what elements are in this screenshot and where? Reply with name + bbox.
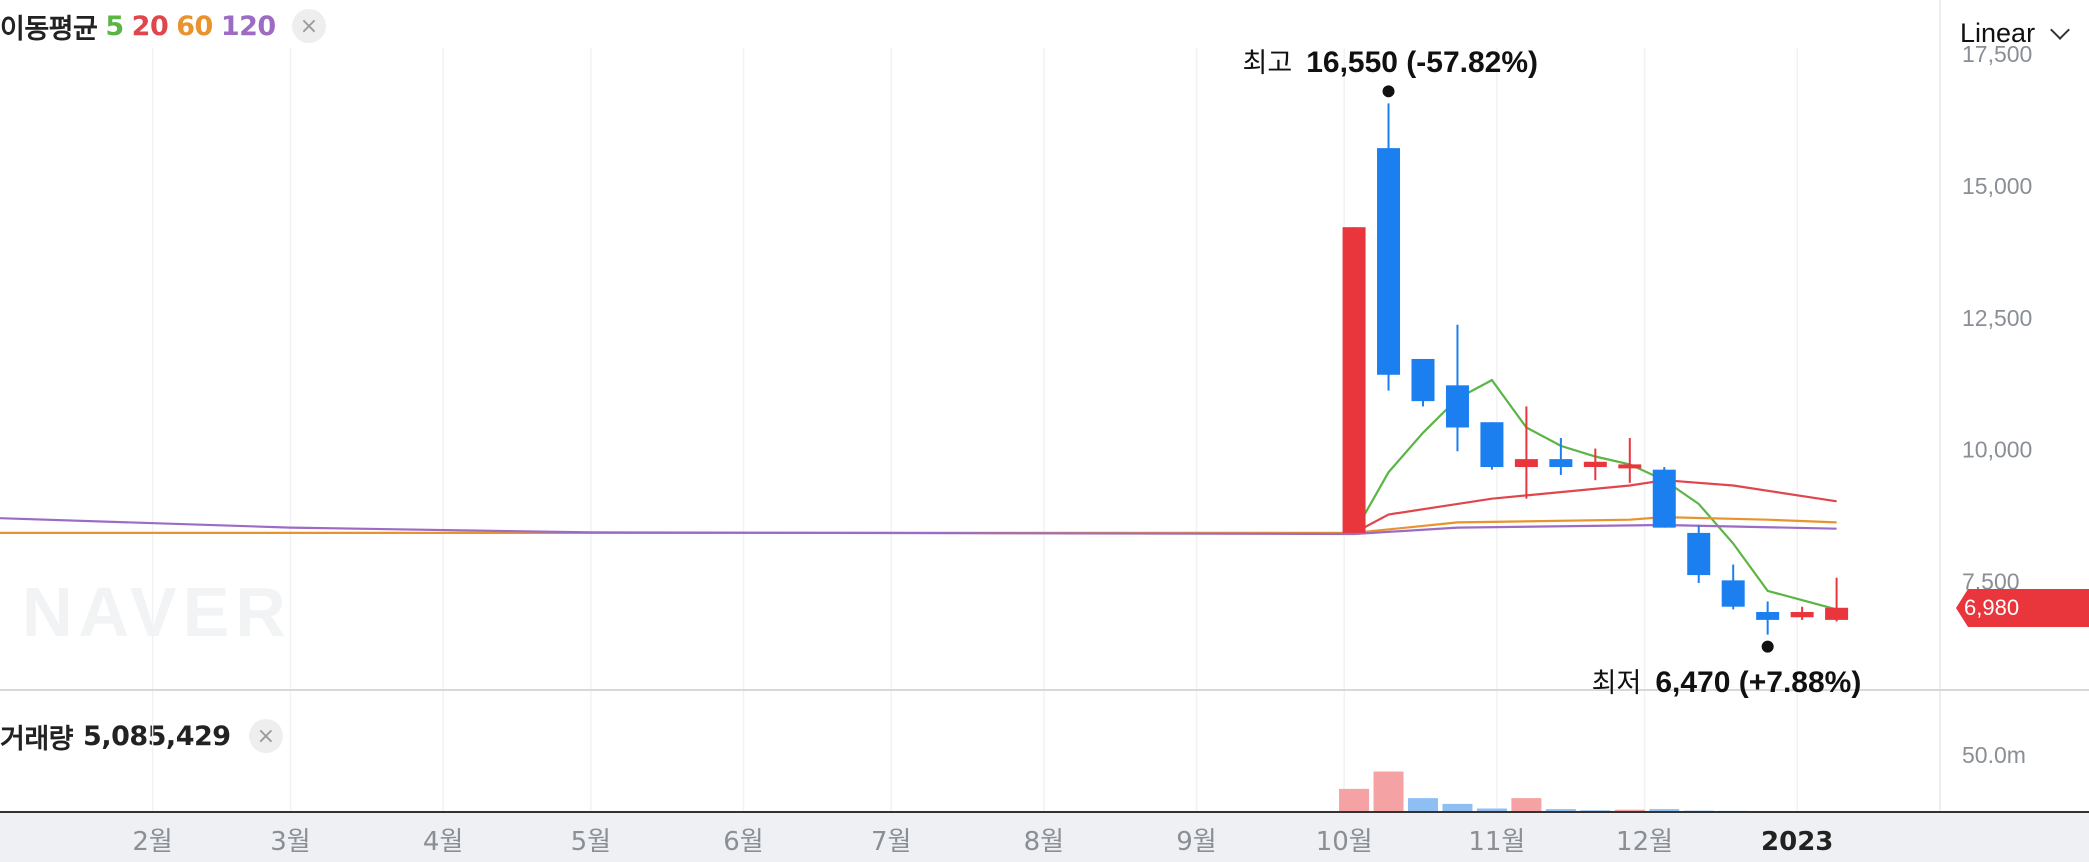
naver-watermark: NAVER — [22, 573, 292, 651]
x-tick-label: 2023 — [1761, 827, 1833, 857]
grid-lines — [151, 48, 1798, 812]
high-low-markers — [1382, 85, 1774, 653]
y-tick-label: 17,500 — [1962, 41, 2032, 67]
x-tick-label: 2월 — [132, 827, 172, 857]
x-tick-label: 3월 — [270, 827, 310, 857]
volume-bars — [1339, 771, 1852, 812]
volume-tick-label: 50.0m — [1962, 742, 2026, 768]
ma-5-label[interactable]: 5 — [105, 10, 124, 42]
candle-body — [1514, 459, 1538, 468]
high-marker-dot — [1382, 85, 1395, 98]
volume-bar — [1545, 809, 1576, 812]
candles — [1342, 103, 1849, 635]
ma-120-label[interactable]: 120 — [220, 10, 276, 42]
y-tick-label: 15,000 — [1962, 173, 2032, 199]
x-tick-label: 5월 — [571, 827, 611, 857]
candle-body — [1377, 148, 1401, 375]
candle-body — [1721, 580, 1745, 607]
low-label: 최저 — [1591, 667, 1642, 699]
candle-body — [1480, 422, 1504, 468]
x-tick-label: 10월 — [1316, 827, 1373, 857]
candle-body — [1583, 461, 1607, 468]
moving-average-legend: 이동평균 5 20 60 120 × — [0, 6, 326, 46]
ma-line-20 — [1353, 479, 1837, 534]
candle-body — [1652, 469, 1676, 528]
ma-20-label[interactable]: 20 — [131, 10, 169, 42]
volume-bar — [1476, 808, 1507, 812]
volume-bar — [1511, 798, 1542, 812]
volume-bar — [1407, 798, 1438, 812]
ma-60-label[interactable]: 60 — [176, 10, 213, 42]
candle-body — [1825, 607, 1849, 620]
low-marker-dot — [1761, 640, 1774, 653]
x-tick-label: 11월 — [1468, 827, 1525, 857]
current-price-value: 6,980 — [1964, 594, 2020, 620]
x-tick-label: 6월 — [723, 827, 763, 857]
moving-average-lines — [0, 378, 1837, 611]
y-tick-label: 12,500 — [1962, 305, 2032, 331]
low-value: 6,470 (+7.88%) — [1655, 665, 1862, 699]
ma-line-5 — [1353, 378, 1837, 611]
volume-legend: 거래량 5,085,429 × — [0, 716, 283, 756]
volume-value: 5,085,429 — [83, 720, 231, 752]
candle-body — [1756, 611, 1780, 620]
scale-label: Linear — [1960, 18, 2036, 48]
high-annotation: 최고 16,550 (-57.82%) — [1243, 41, 1539, 80]
x-tick-label: 12월 — [1616, 827, 1673, 857]
candle-body — [1618, 464, 1642, 469]
volume-bar — [1442, 803, 1473, 812]
x-tick-label: 8월 — [1024, 827, 1064, 857]
time-axis-background — [0, 812, 2089, 862]
candle-body — [1549, 459, 1573, 468]
close-moving-average-icon[interactable]: × — [291, 9, 326, 43]
volume-bar — [1339, 788, 1370, 812]
moving-average-title: 이동평균 — [0, 13, 98, 45]
candle-body — [1687, 532, 1711, 576]
ma-line-60 — [0, 515, 1837, 535]
x-tick-label: 4월 — [423, 827, 463, 857]
volume-bar — [1373, 771, 1404, 812]
candle-body — [1411, 358, 1435, 402]
y-tick-label: 10,000 — [1962, 437, 2032, 463]
volume-bar — [1614, 809, 1645, 812]
volume-bar — [1649, 809, 1680, 812]
x-tick-label: 7월 — [871, 827, 911, 857]
x-tick-label: 9월 — [1176, 827, 1216, 857]
close-volume-icon[interactable]: × — [248, 719, 283, 753]
candle-body — [1790, 611, 1814, 618]
high-value: 16,550 (-57.82%) — [1306, 46, 1539, 80]
high-label: 최고 — [1242, 48, 1293, 80]
volume-title: 거래량 — [0, 723, 74, 755]
low-annotation: 최저 6,470 (+7.88%) — [1592, 661, 1862, 700]
current-price-tag: 6,980 — [1956, 588, 2089, 627]
scale-dropdown[interactable]: Linear — [1960, 18, 2070, 49]
candle-body — [1342, 227, 1366, 533]
candle-body — [1445, 385, 1469, 428]
